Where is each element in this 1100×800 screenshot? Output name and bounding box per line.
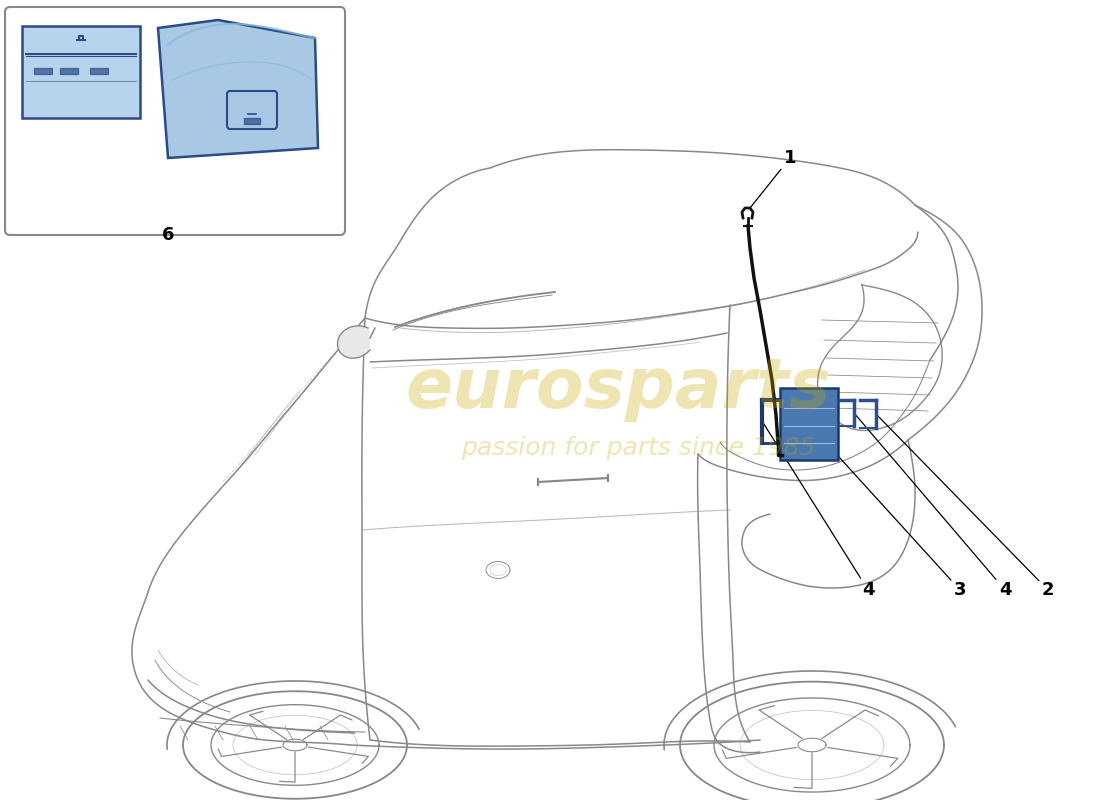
Polygon shape (60, 68, 78, 74)
FancyBboxPatch shape (780, 388, 838, 460)
Polygon shape (34, 68, 52, 74)
Text: 4: 4 (762, 421, 874, 599)
Text: 4: 4 (854, 413, 1011, 599)
Polygon shape (158, 20, 318, 158)
FancyBboxPatch shape (6, 7, 345, 235)
Text: eurosparts: eurosparts (405, 354, 830, 422)
FancyBboxPatch shape (22, 26, 140, 118)
Text: 3: 3 (808, 424, 966, 599)
Text: passion for parts since 1985: passion for parts since 1985 (461, 436, 815, 460)
Text: 1: 1 (750, 149, 796, 208)
Text: 6: 6 (162, 226, 174, 244)
Text: 5: 5 (66, 9, 81, 27)
Text: 2: 2 (876, 414, 1054, 599)
Polygon shape (90, 68, 108, 74)
Polygon shape (338, 326, 370, 358)
Polygon shape (244, 118, 260, 124)
